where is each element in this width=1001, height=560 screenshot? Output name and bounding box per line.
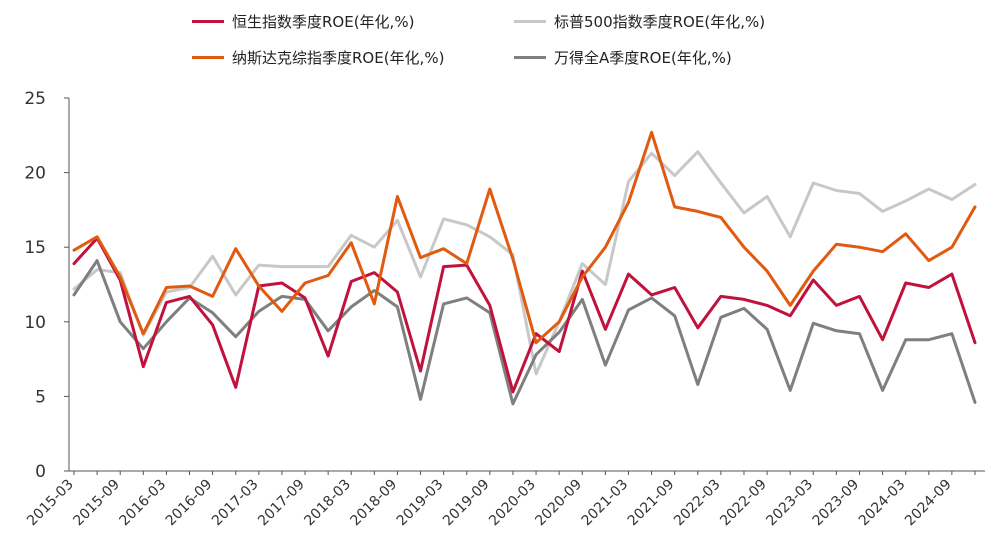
legend-item-hang-seng: 恒生指数季度ROE(年化,%) [192,9,414,33]
x-tick-label: 2019-03 [394,477,447,530]
x-tick-label: 2017-03 [209,477,262,530]
x-tick-label: 2018-03 [301,477,354,530]
x-tick-label: 2015-09 [70,477,123,530]
y-tick-label: 15 [24,238,46,258]
x-tick-label: 2022-09 [717,477,770,530]
legend-label-nasdaq: 纳斯达克综指季度ROE(年化,%) [232,48,445,67]
series-line-nasdaq [72,130,977,345]
x-tick-label: 2016-03 [117,477,170,530]
x-tick-label: 2017-09 [255,477,308,530]
legend-label-wind-a: 万得全A季度ROE(年化,%) [554,48,732,67]
axes: 05101520252015-032015-092016-032016-0920… [24,89,985,529]
legend-label-hang-seng: 恒生指数季度ROE(年化,%) [232,12,415,31]
y-tick-label: 10 [24,313,46,333]
x-tick-label: 2019-09 [440,477,493,530]
legend-swatch-nasdaq [192,55,224,59]
legend-swatch-sp500 [514,19,546,23]
x-tick-label: 2021-09 [625,477,678,530]
x-tick-label: 2023-09 [810,477,863,530]
legend-swatch-hang-seng [192,19,224,23]
legend-item-nasdaq: 纳斯达克综指季度ROE(年化,%) [192,45,444,69]
y-tick-label: 25 [24,89,46,109]
x-tick-label: 2024-09 [902,477,955,530]
series-line-hang-seng [72,236,977,394]
x-tick-label: 2022-03 [671,477,724,530]
x-tick-label: 2020-09 [532,477,585,530]
legend-label-sp500: 标普500指数季度ROE(年化,%) [554,12,766,31]
legend: 恒生指数季度ROE(年化,%) 标普500指数季度ROE(年化,%) 纳斯达克综… [0,0,1001,80]
y-tick-label: 0 [35,462,46,482]
y-tick-label: 5 [35,387,46,407]
series-line-wind-a [72,259,977,406]
x-tick-label: 2021-03 [579,477,632,530]
legend-swatch-wind-a [514,55,546,59]
x-tick-label: 2015-03 [24,477,77,530]
y-tick-label: 20 [24,164,46,184]
x-tick-label: 2023-03 [763,477,816,530]
x-tick-label: 2018-09 [348,477,401,530]
x-tick-label: 2024-03 [856,477,909,530]
x-tick-label: 2016-09 [163,477,216,530]
series-line-sp500 [72,150,977,376]
legend-item-sp500: 标普500指数季度ROE(年化,%) [514,9,765,33]
x-tick-label: 2020-03 [486,477,539,530]
series-lines [72,130,977,406]
legend-item-wind-a: 万得全A季度ROE(年化,%) [514,45,732,69]
